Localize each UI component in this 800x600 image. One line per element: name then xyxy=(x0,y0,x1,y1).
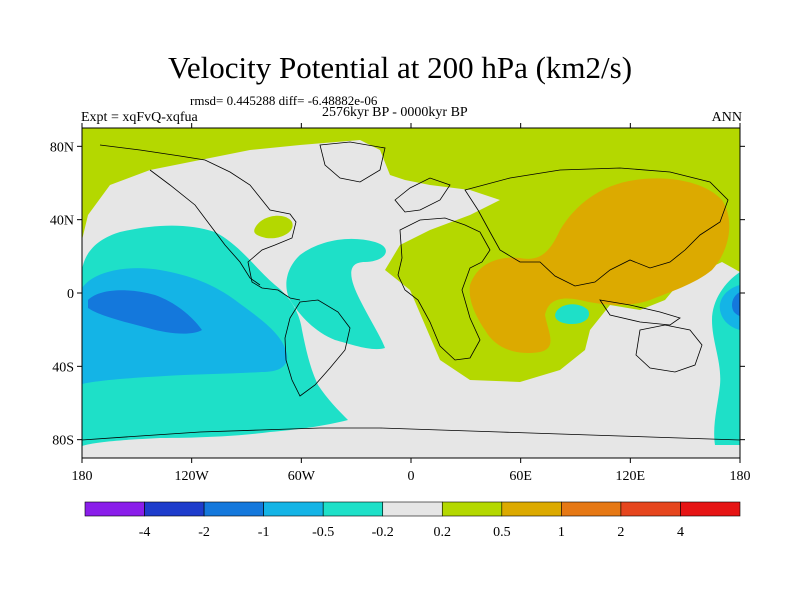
negative-region-atlantic xyxy=(286,238,386,350)
colorbar-label-7: 1 xyxy=(558,525,565,540)
colorbar-label-6: 0.5 xyxy=(493,525,511,540)
map-title: Velocity Potential at 200 hPa (km2/s) xyxy=(167,50,633,85)
colorbar-swatch-6 xyxy=(441,501,503,517)
colorbar-label-0: -4 xyxy=(139,525,151,540)
lat-tick-label-3: 40S xyxy=(52,360,74,375)
lon-tick-label-3: 0 xyxy=(408,469,415,484)
coastlines xyxy=(82,141,740,441)
lon-tick-label-4: 60E xyxy=(509,469,532,484)
colorbar-label-2: -1 xyxy=(258,525,270,540)
colorbar-swatch-10 xyxy=(680,501,741,517)
colorbar-swatch-7 xyxy=(501,501,562,517)
colorbar-label-9: 4 xyxy=(677,525,684,540)
lon-tick-label-0: 180 xyxy=(72,469,93,484)
positive-region-greenland xyxy=(254,215,293,239)
latitude-axis: 80N 40N 0 40S 80S xyxy=(50,140,745,449)
lat-tick-label-0: 80N xyxy=(50,140,74,155)
colorbar-swatch-8 xyxy=(561,501,622,517)
colorbar-label-1: -2 xyxy=(198,525,210,540)
colorbar-swatch-0 xyxy=(84,501,145,517)
colorbar-swatch-3 xyxy=(263,501,324,517)
colorbar-swatch-9 xyxy=(620,501,681,517)
experiment-label: Expt = xqFvQ-xqfua xyxy=(81,110,198,125)
lon-tick-label-5: 120E xyxy=(616,469,646,484)
colorbar-label-5: 0.2 xyxy=(434,525,452,540)
lon-tick-label-6: 180 xyxy=(730,469,751,484)
negative-hole-indian xyxy=(555,304,590,324)
lon-tick-label-2: 60W xyxy=(288,469,316,484)
lat-tick-label-1: 40N xyxy=(50,214,74,229)
colorbar-label-8: 2 xyxy=(617,525,624,540)
colorbar-swatch-4 xyxy=(322,501,384,517)
lon-tick-label-1: 120W xyxy=(175,469,210,484)
negative-region-pacific-center xyxy=(88,290,202,334)
negative-region-east-center xyxy=(732,292,740,316)
colorbar-swatch-5 xyxy=(382,501,443,517)
colorbar-label-3: -0.5 xyxy=(312,525,334,540)
period-label: 2576kyr BP - 0000kyr BP xyxy=(322,105,468,120)
positive-region-asia-indian xyxy=(469,178,730,354)
lat-tick-label-2: 0 xyxy=(67,287,74,302)
colorbar-swatch-2 xyxy=(203,501,264,517)
map-plot-area xyxy=(82,128,740,458)
longitude-axis: 180 120W 60W 0 60E 120E 180 xyxy=(72,123,751,484)
colorbar: -4 -2 -1 -0.5 -0.2 0.2 0.5 1 2 4 xyxy=(84,501,741,540)
lat-tick-label-4: 80S xyxy=(52,434,74,449)
colorbar-swatch-1 xyxy=(144,501,205,517)
stats-label: rmsd= 0.445288 diff= -6.48882e-06 xyxy=(190,93,378,108)
season-label: ANN xyxy=(711,110,742,125)
colorbar-label-4: -0.2 xyxy=(372,525,394,540)
